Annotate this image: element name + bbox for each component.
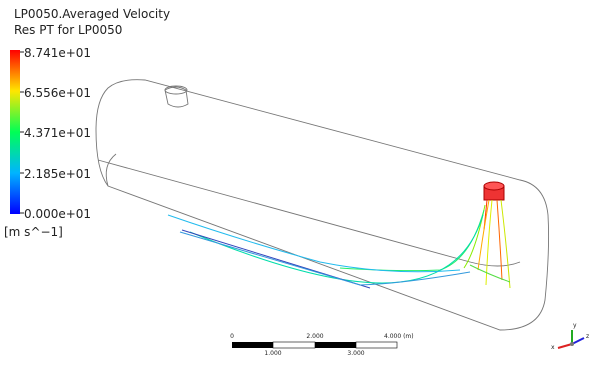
scale-label: 4.000 (m) [384,333,414,340]
legend-label: 8.741e+01 [24,46,91,60]
legend-label: 0.000e+01 [24,207,91,221]
scale-label: 3.000 [347,350,364,357]
axis-y: y [573,322,577,329]
tank-outline [96,80,549,330]
legend-label: 4.371e+01 [24,126,91,140]
legend-subtitle: Res PT for LP0050 [14,23,122,37]
axis-z: z [586,333,589,340]
legend-units: [m s^−1] [4,225,63,239]
legend-title: LP0050.Averaged Velocity [14,7,170,21]
legend-label: 2.185e+01 [24,167,91,181]
scale-bar [232,342,397,348]
axes-triad [558,330,584,348]
color-bar [10,50,20,214]
scale-label: 2.000 [306,333,323,340]
viewport: LP0050.Averaged Velocity Res PT for LP00… [0,0,598,376]
scale-label: 1.000 [264,350,281,357]
axis-x: x [551,344,555,351]
inlet [484,182,504,200]
legend-label: 6.556e+01 [24,86,91,100]
streamlines [168,200,510,288]
scale-label: 0 [230,333,234,340]
